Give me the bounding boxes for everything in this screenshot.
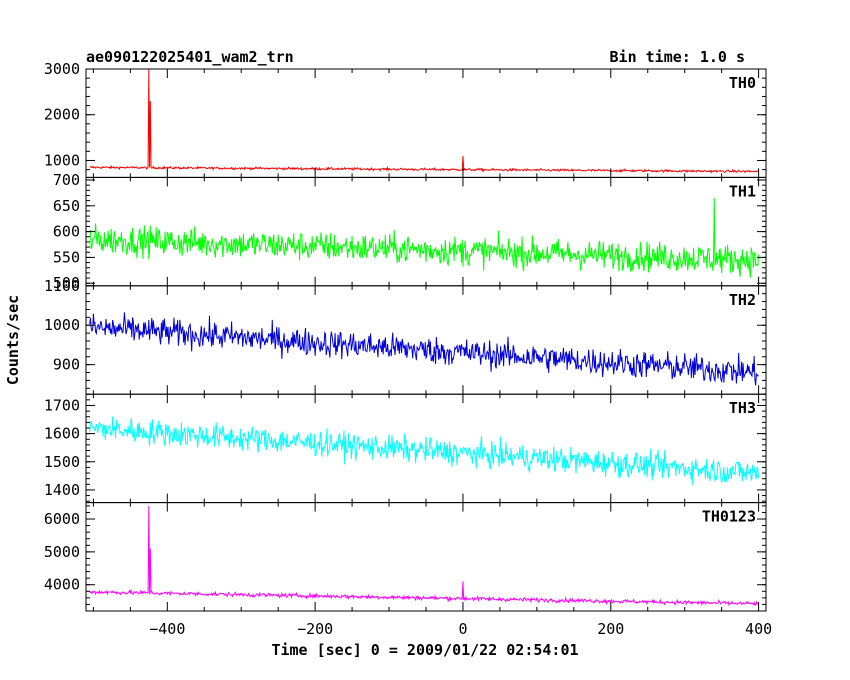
x-tick-label: 400 (745, 620, 772, 638)
panel-th0123: 4000 5000 6000 TH0123 (44, 502, 767, 612)
y-tick-label: 900 (53, 356, 80, 374)
series-th1 (89, 198, 760, 278)
y-tick-label: 4000 (44, 576, 80, 594)
series-th2 (89, 312, 759, 386)
series-th0 (89, 69, 759, 174)
y-tick-label: 5000 (44, 543, 80, 561)
panel-frame (85, 68, 767, 178)
panel-frame (85, 176, 767, 287)
panel-label: TH1 (729, 182, 756, 200)
series-th3 (89, 416, 760, 486)
x-tick-label: 200 (597, 620, 624, 638)
y-tick-label: 1500 (44, 453, 80, 471)
series-th0123 (89, 505, 760, 607)
panel-label: TH0 (729, 74, 756, 92)
y-tick-label: 1000 (44, 316, 80, 334)
x-tick-label: −400 (149, 620, 185, 638)
y-tick-label: 650 (53, 197, 80, 215)
panel-th0: 1000 2000 3000 TH0 (44, 60, 767, 178)
y-tick-label: 1600 (44, 425, 80, 443)
panel-label: TH2 (729, 291, 756, 309)
y-tick-label: 1400 (44, 481, 80, 499)
x-tick-label: 0 (458, 620, 467, 638)
chart-title-left: ae090122025401_wam2_trn (86, 48, 294, 66)
y-tick-label: 500 (53, 274, 80, 292)
panel-th1: 500 550 600 650 700 TH1 (53, 171, 767, 292)
panel-label: TH3 (729, 399, 756, 417)
panels-group: 100020003000TH0500550600650700TH19001000… (44, 60, 772, 638)
y-tick-label: 1100 (44, 277, 80, 295)
y-tick-label: 1000 (44, 151, 80, 169)
panel-frame (85, 502, 767, 612)
panel-th2: 900 1000 1100 TH2 (44, 277, 767, 395)
x-axis-label: Time [sec] 0 = 2009/01/22 02:54:01 (271, 641, 578, 659)
y-axis-label: Counts/sec (4, 295, 22, 385)
y-tick-label: 3000 (44, 60, 80, 78)
y-tick-label: 600 (53, 223, 80, 241)
panel-label: TH0123 (702, 508, 756, 526)
y-tick-label: 1700 (44, 396, 80, 414)
panel-th3: 1400 1500 1600 1700 TH3 (44, 393, 767, 504)
y-tick-label: 6000 (44, 510, 80, 528)
y-tick-label: 550 (53, 248, 80, 266)
chart-title-right: Bin time: 1.0 s (610, 48, 745, 66)
x-tick-label: −200 (297, 620, 333, 638)
y-tick-label: 2000 (44, 106, 80, 124)
y-tick-label: 700 (53, 171, 80, 189)
